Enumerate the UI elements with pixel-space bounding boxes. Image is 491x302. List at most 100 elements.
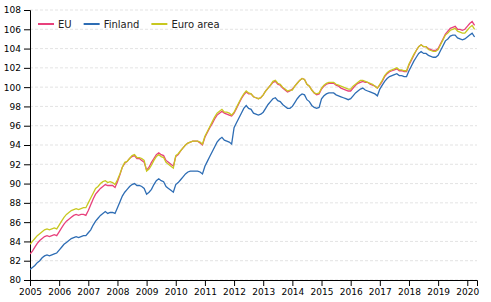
tick-label: 104 <box>4 44 21 54</box>
grid-line <box>30 145 477 146</box>
tick-mark <box>24 10 30 11</box>
tick-label: 2008 <box>107 287 130 297</box>
tick-mark <box>24 222 30 223</box>
tick: 102 <box>4 63 30 73</box>
grid-line <box>30 260 477 261</box>
grid-line <box>30 183 477 184</box>
tick-label: 2010 <box>165 287 188 297</box>
tick-mark <box>117 280 118 286</box>
tick-label: 88 <box>10 198 22 208</box>
tick-label: 80 <box>10 275 22 285</box>
legend-item: EU <box>38 19 72 30</box>
tick-mark <box>24 241 30 242</box>
tick-label: 94 <box>10 140 22 150</box>
grid-line <box>30 48 477 49</box>
tick: 2016 <box>340 280 363 297</box>
tick-mark <box>24 261 30 262</box>
tick-mark <box>24 280 30 281</box>
tick-label: 2013 <box>252 287 275 297</box>
tick-mark <box>351 280 352 286</box>
legend-label: Euro area <box>171 19 219 30</box>
grid-line <box>30 10 477 11</box>
tick: 84 <box>10 237 30 247</box>
tick-label: 102 <box>4 63 21 73</box>
tick: 80 <box>10 275 30 285</box>
tick: 2014 <box>281 280 304 297</box>
tick-label: 2007 <box>77 287 100 297</box>
tick-label: 86 <box>10 218 22 228</box>
x-axis: 2005 2006 2007 2008 2009 2010 2011 2012 2013 2014… <box>19 280 479 297</box>
plot-area <box>30 22 475 270</box>
tick-mark <box>24 145 30 146</box>
tick: 2017 <box>369 280 392 297</box>
tick: 2012 <box>223 280 246 297</box>
grid-line <box>30 87 477 88</box>
axis-line <box>31 281 478 287</box>
legend-item: Euro area <box>151 19 219 30</box>
tick-label: 96 <box>10 121 22 131</box>
tick-mark <box>176 280 177 286</box>
tick: 108 <box>4 5 30 15</box>
tick-mark <box>322 280 323 286</box>
tick-label: 2016 <box>340 287 363 297</box>
tick: 2019 <box>427 280 450 297</box>
tick: 2006 <box>48 280 71 297</box>
grid-line <box>30 125 477 126</box>
tick-mark <box>59 280 60 286</box>
legend-item: Finland <box>84 19 140 30</box>
tick: 2018 <box>398 280 421 297</box>
tick-label: 2011 <box>194 287 217 297</box>
tick-label: 2006 <box>48 287 71 297</box>
tick: 2011 <box>194 280 217 297</box>
tick-mark <box>24 87 30 88</box>
chart: 2005 2006 2007 2008 2009 2010 2011 2012 2013 2014… <box>0 0 491 302</box>
tick-mark <box>88 280 89 286</box>
tick: 2009 <box>136 280 159 297</box>
tick-mark <box>292 280 293 286</box>
tick: 104 <box>4 44 30 54</box>
grid-line <box>30 202 477 203</box>
tick-mark <box>24 68 30 69</box>
tick-mark <box>24 164 30 165</box>
tick: 94 <box>10 140 30 150</box>
tick: 2008 <box>107 280 130 297</box>
tick-label: 2018 <box>398 287 421 297</box>
tick-mark <box>147 280 148 286</box>
grid-line <box>30 222 477 223</box>
tick: 2013 <box>252 280 275 297</box>
tick: 2005 <box>19 280 42 297</box>
tick-label: 108 <box>4 5 21 15</box>
tick-mark <box>409 280 410 286</box>
grid-line <box>30 241 477 242</box>
tick: 92 <box>10 160 30 170</box>
grid <box>30 10 477 280</box>
tick: 96 <box>10 121 30 131</box>
tick: 106 <box>4 25 30 35</box>
tick-label: 2020 <box>456 287 479 297</box>
axis-line <box>24 11 31 281</box>
tick-label: 2014 <box>281 287 304 297</box>
tick-mark <box>24 49 30 50</box>
tick: 2015 <box>311 280 334 297</box>
legend-label: Finland <box>104 19 140 30</box>
tick-label: 106 <box>4 25 21 35</box>
tick-mark <box>24 126 30 127</box>
tick-label: 92 <box>10 160 21 170</box>
grid-line <box>30 106 477 107</box>
tick-mark <box>438 280 439 286</box>
tick: 2020 <box>456 280 479 297</box>
grid-line <box>30 29 477 30</box>
tick: 2010 <box>165 280 188 297</box>
tick-label: 2009 <box>136 287 159 297</box>
tick-mark <box>24 184 30 185</box>
legend: EU Finland Euro area <box>38 19 220 30</box>
tick-label: 2012 <box>223 287 246 297</box>
tick-label: 2015 <box>311 287 334 297</box>
tick: 90 <box>10 179 30 189</box>
tick: 2007 <box>77 280 100 297</box>
tick-label: 98 <box>10 102 22 112</box>
tick-label: 84 <box>10 237 22 247</box>
legend-label: EU <box>58 19 72 30</box>
tick: 100 <box>4 83 30 93</box>
tick-label: 2019 <box>427 287 450 297</box>
